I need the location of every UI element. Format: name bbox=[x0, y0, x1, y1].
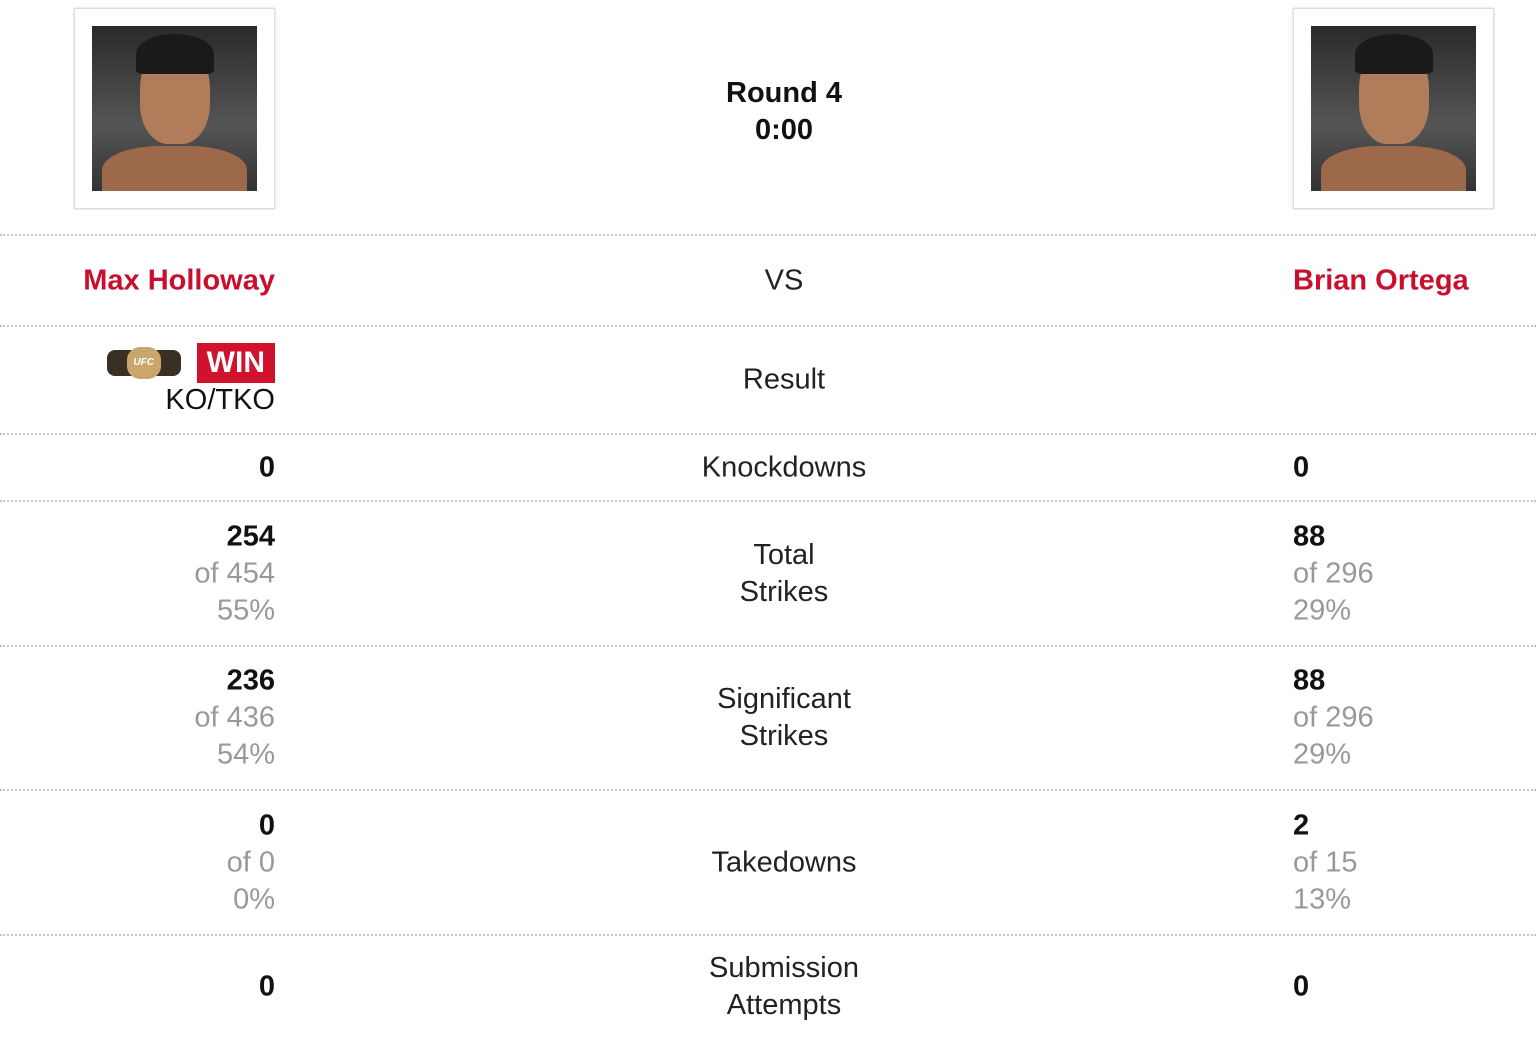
result-row: UFC WIN KO/TKO Result bbox=[0, 327, 1536, 435]
stat-right-value: 0 bbox=[1293, 970, 1310, 1003]
stat-row-total-strikes: 254 of 454 55% Total Strikes 88 of 296 29% bbox=[0, 502, 1536, 647]
stat-row-takedowns: 0 of 0 0% Takedowns 2 of 15 13% bbox=[0, 791, 1536, 936]
names-row: Max Holloway VS Brian Ortega bbox=[0, 236, 1536, 327]
stat-left-value: 0 bbox=[258, 451, 275, 483]
stat-label: Significant Strikes bbox=[717, 683, 851, 752]
round-time: 0:00 bbox=[754, 114, 814, 146]
header-row: Round 4 0:00 bbox=[0, 0, 1536, 236]
vs-label: VS bbox=[764, 264, 804, 296]
fighter-photo-right bbox=[1293, 8, 1494, 209]
stat-left: 254 of 454 55% bbox=[194, 520, 275, 626]
stat-right-value: 0 bbox=[1293, 451, 1310, 483]
stat-left: 0 of 0 0% bbox=[226, 809, 275, 915]
fighter-name-left[interactable]: Max Holloway bbox=[83, 264, 275, 296]
stat-left-value: 0 bbox=[258, 970, 275, 1003]
stat-row-knockdowns: 0 Knockdowns 0 bbox=[0, 435, 1536, 502]
stat-label: Takedowns bbox=[711, 846, 857, 878]
round-info: Round 4 0:00 bbox=[584, 75, 984, 149]
fighter-name-right[interactable]: Brian Ortega bbox=[1293, 264, 1469, 296]
stat-row-submission-attempts: 0 Submission Attempts 0 bbox=[0, 936, 1536, 1038]
stat-row-significant-strikes: 236 of 436 54% Significant Strikes 88 of 296… bbox=[0, 647, 1536, 791]
stat-right: 2 of 15 13% bbox=[1293, 809, 1358, 915]
stat-right: 88 of 296 29% bbox=[1293, 520, 1374, 626]
fighter-photo-left bbox=[74, 8, 275, 209]
win-badge: WIN bbox=[196, 343, 275, 383]
stat-left: 236 of 436 54% bbox=[194, 664, 275, 771]
stat-right: 88 of 296 29% bbox=[1293, 664, 1374, 771]
result-left: UFC WIN KO/TKO bbox=[106, 343, 275, 417]
stat-label: Total Strikes bbox=[739, 538, 829, 608]
round-label: Round 4 bbox=[726, 77, 842, 109]
stat-label: Knockdowns bbox=[701, 451, 867, 483]
stat-label: Submission Attempts bbox=[709, 952, 859, 1021]
ufc-belt-icon: UFC bbox=[106, 347, 181, 379]
result-label: Result bbox=[742, 363, 826, 396]
result-method: KO/TKO bbox=[165, 384, 275, 416]
